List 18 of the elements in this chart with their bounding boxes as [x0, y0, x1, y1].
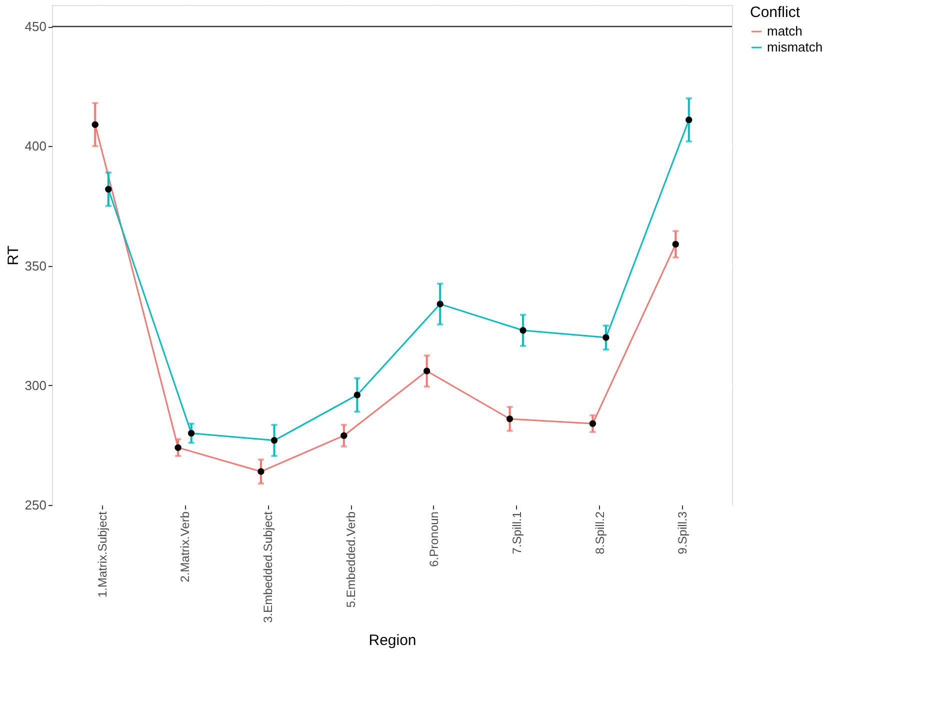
x-tick-label: 7.Spill.1	[510, 511, 524, 554]
y-tick-label: 250	[24, 498, 46, 512]
y-tick-label: 300	[24, 378, 46, 393]
x-axis-title: Region	[368, 632, 416, 649]
x-tick-label: 3.Embedded.Subject	[261, 510, 276, 623]
x-tick-label: 1.Matrix.Subject	[95, 510, 110, 598]
y-tick-label: 450	[24, 19, 46, 34]
legend-label: match	[767, 24, 802, 38]
y-tick-label: 400	[24, 138, 46, 154]
x-tick-label: 8.Spill.2	[592, 511, 607, 554]
x-tick-label: 2.Matrix.Verb	[178, 511, 192, 582]
legend-title: Conflict	[750, 4, 801, 21]
legend-label: mismatch	[767, 40, 823, 54]
y-tick-label: 350	[24, 258, 46, 274]
x-tick-label: 9.Spill.3	[676, 511, 690, 554]
x-tick-label: 5.Embedded.Verb	[344, 511, 358, 608]
y-axis-title: RT	[4, 246, 22, 266]
x-tick-label: 6.Pronoun	[426, 512, 441, 567]
